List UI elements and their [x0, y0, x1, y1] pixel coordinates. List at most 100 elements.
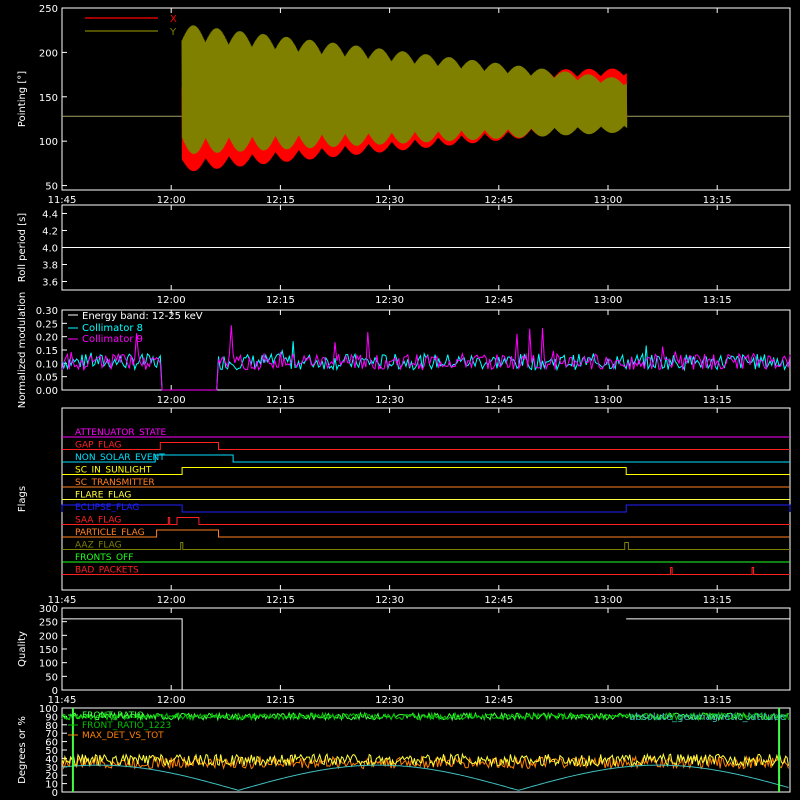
x-tick-label: 12:15: [266, 395, 295, 406]
flag-trace: [61, 504, 791, 513]
flag-trace: [62, 454, 790, 463]
y-axis-label: Degrees or %: [17, 716, 28, 784]
x-tick-label: 12:00: [157, 695, 186, 706]
y-tick-label: 4.2: [42, 227, 58, 238]
x-tick-label: 12:15: [266, 595, 295, 606]
y-tick-label: 10: [45, 780, 58, 791]
x-tick-label: 13:15: [703, 595, 732, 606]
x-tick-label: 13:00: [594, 595, 623, 606]
y-tick-label: 4.0: [42, 244, 58, 255]
flag-trace: [62, 467, 790, 475]
flag-label: NON_SOLAR_EVENT: [75, 453, 165, 463]
legend-label-degrees: FRONT_RATIO: [82, 711, 144, 721]
y-tick-label: 50: [45, 182, 58, 193]
y-tick-label: 0.30: [36, 306, 58, 317]
x-tick-label: 12:15: [266, 295, 295, 306]
flag-label: SC_TRANSMITTER: [75, 478, 155, 488]
x-tick-label: 13:15: [703, 195, 732, 206]
legend-label-collimator: Collimator 8: [82, 323, 143, 334]
degrees-series-4: [61, 764, 789, 791]
y-tick-label: 30: [45, 763, 58, 774]
y-tick-label: 0.05: [36, 373, 58, 384]
x-tick-label: 13:00: [594, 295, 623, 306]
y-tick-label: 60: [45, 738, 58, 749]
x-tick-label: 12:00: [157, 195, 186, 206]
x-tick-label: 12:30: [375, 695, 404, 706]
y-tick-label: 0.15: [36, 346, 58, 357]
legend-label-collimator: Collimator 9: [82, 334, 143, 345]
panel-frame-0: [61, 7, 791, 191]
pointing-series-y: [181, 25, 628, 154]
flag-label: GAP_FLAG: [75, 441, 121, 451]
flag-label: SAA_FLAG: [75, 516, 121, 526]
y-tick-label: 50: [45, 746, 58, 757]
x-tick-label: 11:45: [48, 195, 77, 206]
x-tick-label: 13:15: [703, 295, 732, 306]
flag-label: BAD_PACKETS: [75, 566, 139, 576]
y-tick-label: 100: [39, 704, 58, 715]
y-tick-label: 200: [39, 48, 58, 59]
x-tick-label: 12:45: [484, 295, 513, 306]
panel-frame-2: [61, 309, 791, 391]
x-tick-label: 13:00: [594, 395, 623, 406]
y-tick-label: 3.6: [42, 278, 58, 289]
y-tick-label: 50: [45, 672, 58, 683]
y-tick-label: 0.10: [36, 359, 58, 370]
flag-label: ECLIPSE_FLAG: [75, 503, 139, 513]
y-tick-label: 20: [45, 771, 58, 782]
y-tick-label: 90: [45, 712, 58, 723]
y-tick-label: 200: [39, 631, 58, 642]
y-axis-label: Flags: [17, 486, 28, 512]
degrees-series-1: [61, 711, 789, 722]
flag-trace: [62, 517, 790, 525]
flag-trace: [62, 529, 790, 538]
y-tick-label: 100: [39, 659, 58, 670]
x-tick-label: 12:30: [375, 195, 404, 206]
x-tick-label: 12:45: [484, 595, 513, 606]
x-tick-label: 13:00: [594, 695, 623, 706]
y-tick-label: 250: [39, 4, 58, 15]
flag-trace: [62, 567, 790, 575]
x-tick-label: 12:30: [375, 595, 404, 606]
flag-label: SC_IN_SUNLIGHT: [75, 466, 152, 476]
y-tick-label: 100: [39, 137, 58, 148]
flag-label: ATTENUATOR_STATE: [75, 428, 167, 438]
x-tick-label: 12:00: [157, 295, 186, 306]
flag-trace: [62, 442, 790, 450]
y-tick-label: 0: [52, 788, 58, 799]
legend-label-geomagnetic: absolute_geomagnetic_latitude: [629, 712, 786, 723]
flag-label: FLARE_FLAG: [75, 491, 131, 501]
modulation-series-0: [61, 341, 791, 391]
x-tick-label: 13:15: [703, 695, 732, 706]
y-tick-label: 150: [39, 645, 58, 656]
flag-trace: [62, 542, 790, 550]
y-tick-label: 0.00: [36, 386, 58, 397]
quality-segment-0: [62, 618, 183, 690]
legend-label-degrees: FRONT_RATIO_1223: [82, 721, 171, 731]
legend-label-degrees: MAX_DET_VS_TOT: [82, 731, 164, 741]
y-tick-label: 0.25: [36, 319, 58, 330]
modulation-series-1: [61, 325, 791, 391]
flag-label: AAZ_FLAG: [75, 541, 122, 551]
y-tick-label: 300: [39, 604, 58, 615]
y-tick-label: 80: [45, 721, 58, 732]
legend-label-x: X: [170, 14, 177, 25]
y-tick-label: 250: [39, 618, 58, 629]
x-tick-label: 12:15: [266, 695, 295, 706]
x-tick-label: 13:15: [703, 395, 732, 406]
x-tick-label: 12:15: [266, 195, 295, 206]
degrees-series-0: [61, 711, 789, 722]
x-tick-label: 12:45: [484, 395, 513, 406]
legend-label-y: Y: [169, 27, 177, 38]
flag-label: PARTICLE_FLAG: [75, 528, 145, 538]
y-tick-label: 0.20: [36, 333, 58, 344]
y-tick-label: 40: [45, 754, 58, 765]
y-axis-label: Pointing [°]: [17, 71, 28, 127]
x-tick-label: 11:45: [48, 695, 77, 706]
panel-frame-4: [61, 607, 791, 691]
y-axis-label: Normalized modulation: [17, 292, 28, 409]
degrees-series-2: [61, 754, 789, 771]
flag-label: FRONTS_OFF: [75, 553, 133, 563]
